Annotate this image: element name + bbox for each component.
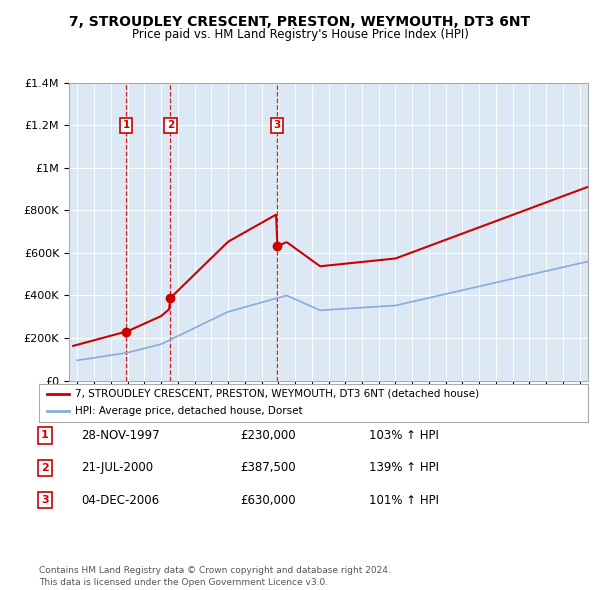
- Text: 28-NOV-1997: 28-NOV-1997: [81, 429, 160, 442]
- Text: 7, STROUDLEY CRESCENT, PRESTON, WEYMOUTH, DT3 6NT (detached house): 7, STROUDLEY CRESCENT, PRESTON, WEYMOUTH…: [74, 389, 479, 399]
- Text: 101% ↑ HPI: 101% ↑ HPI: [369, 494, 439, 507]
- Text: 1: 1: [122, 120, 130, 130]
- Text: 2: 2: [167, 120, 174, 130]
- Text: 04-DEC-2006: 04-DEC-2006: [81, 494, 159, 507]
- Text: 103% ↑ HPI: 103% ↑ HPI: [369, 429, 439, 442]
- Text: 7, STROUDLEY CRESCENT, PRESTON, WEYMOUTH, DT3 6NT: 7, STROUDLEY CRESCENT, PRESTON, WEYMOUTH…: [70, 15, 530, 29]
- Text: 3: 3: [41, 496, 49, 505]
- Text: Price paid vs. HM Land Registry's House Price Index (HPI): Price paid vs. HM Land Registry's House …: [131, 28, 469, 41]
- Text: 21-JUL-2000: 21-JUL-2000: [81, 461, 153, 474]
- Text: £387,500: £387,500: [240, 461, 296, 474]
- Text: £230,000: £230,000: [240, 429, 296, 442]
- Text: HPI: Average price, detached house, Dorset: HPI: Average price, detached house, Dors…: [74, 407, 302, 417]
- Text: 1: 1: [41, 431, 49, 440]
- Text: 3: 3: [274, 120, 281, 130]
- Text: 2: 2: [41, 463, 49, 473]
- Text: 139% ↑ HPI: 139% ↑ HPI: [369, 461, 439, 474]
- Text: Contains HM Land Registry data © Crown copyright and database right 2024.
This d: Contains HM Land Registry data © Crown c…: [39, 566, 391, 587]
- Text: £630,000: £630,000: [240, 494, 296, 507]
